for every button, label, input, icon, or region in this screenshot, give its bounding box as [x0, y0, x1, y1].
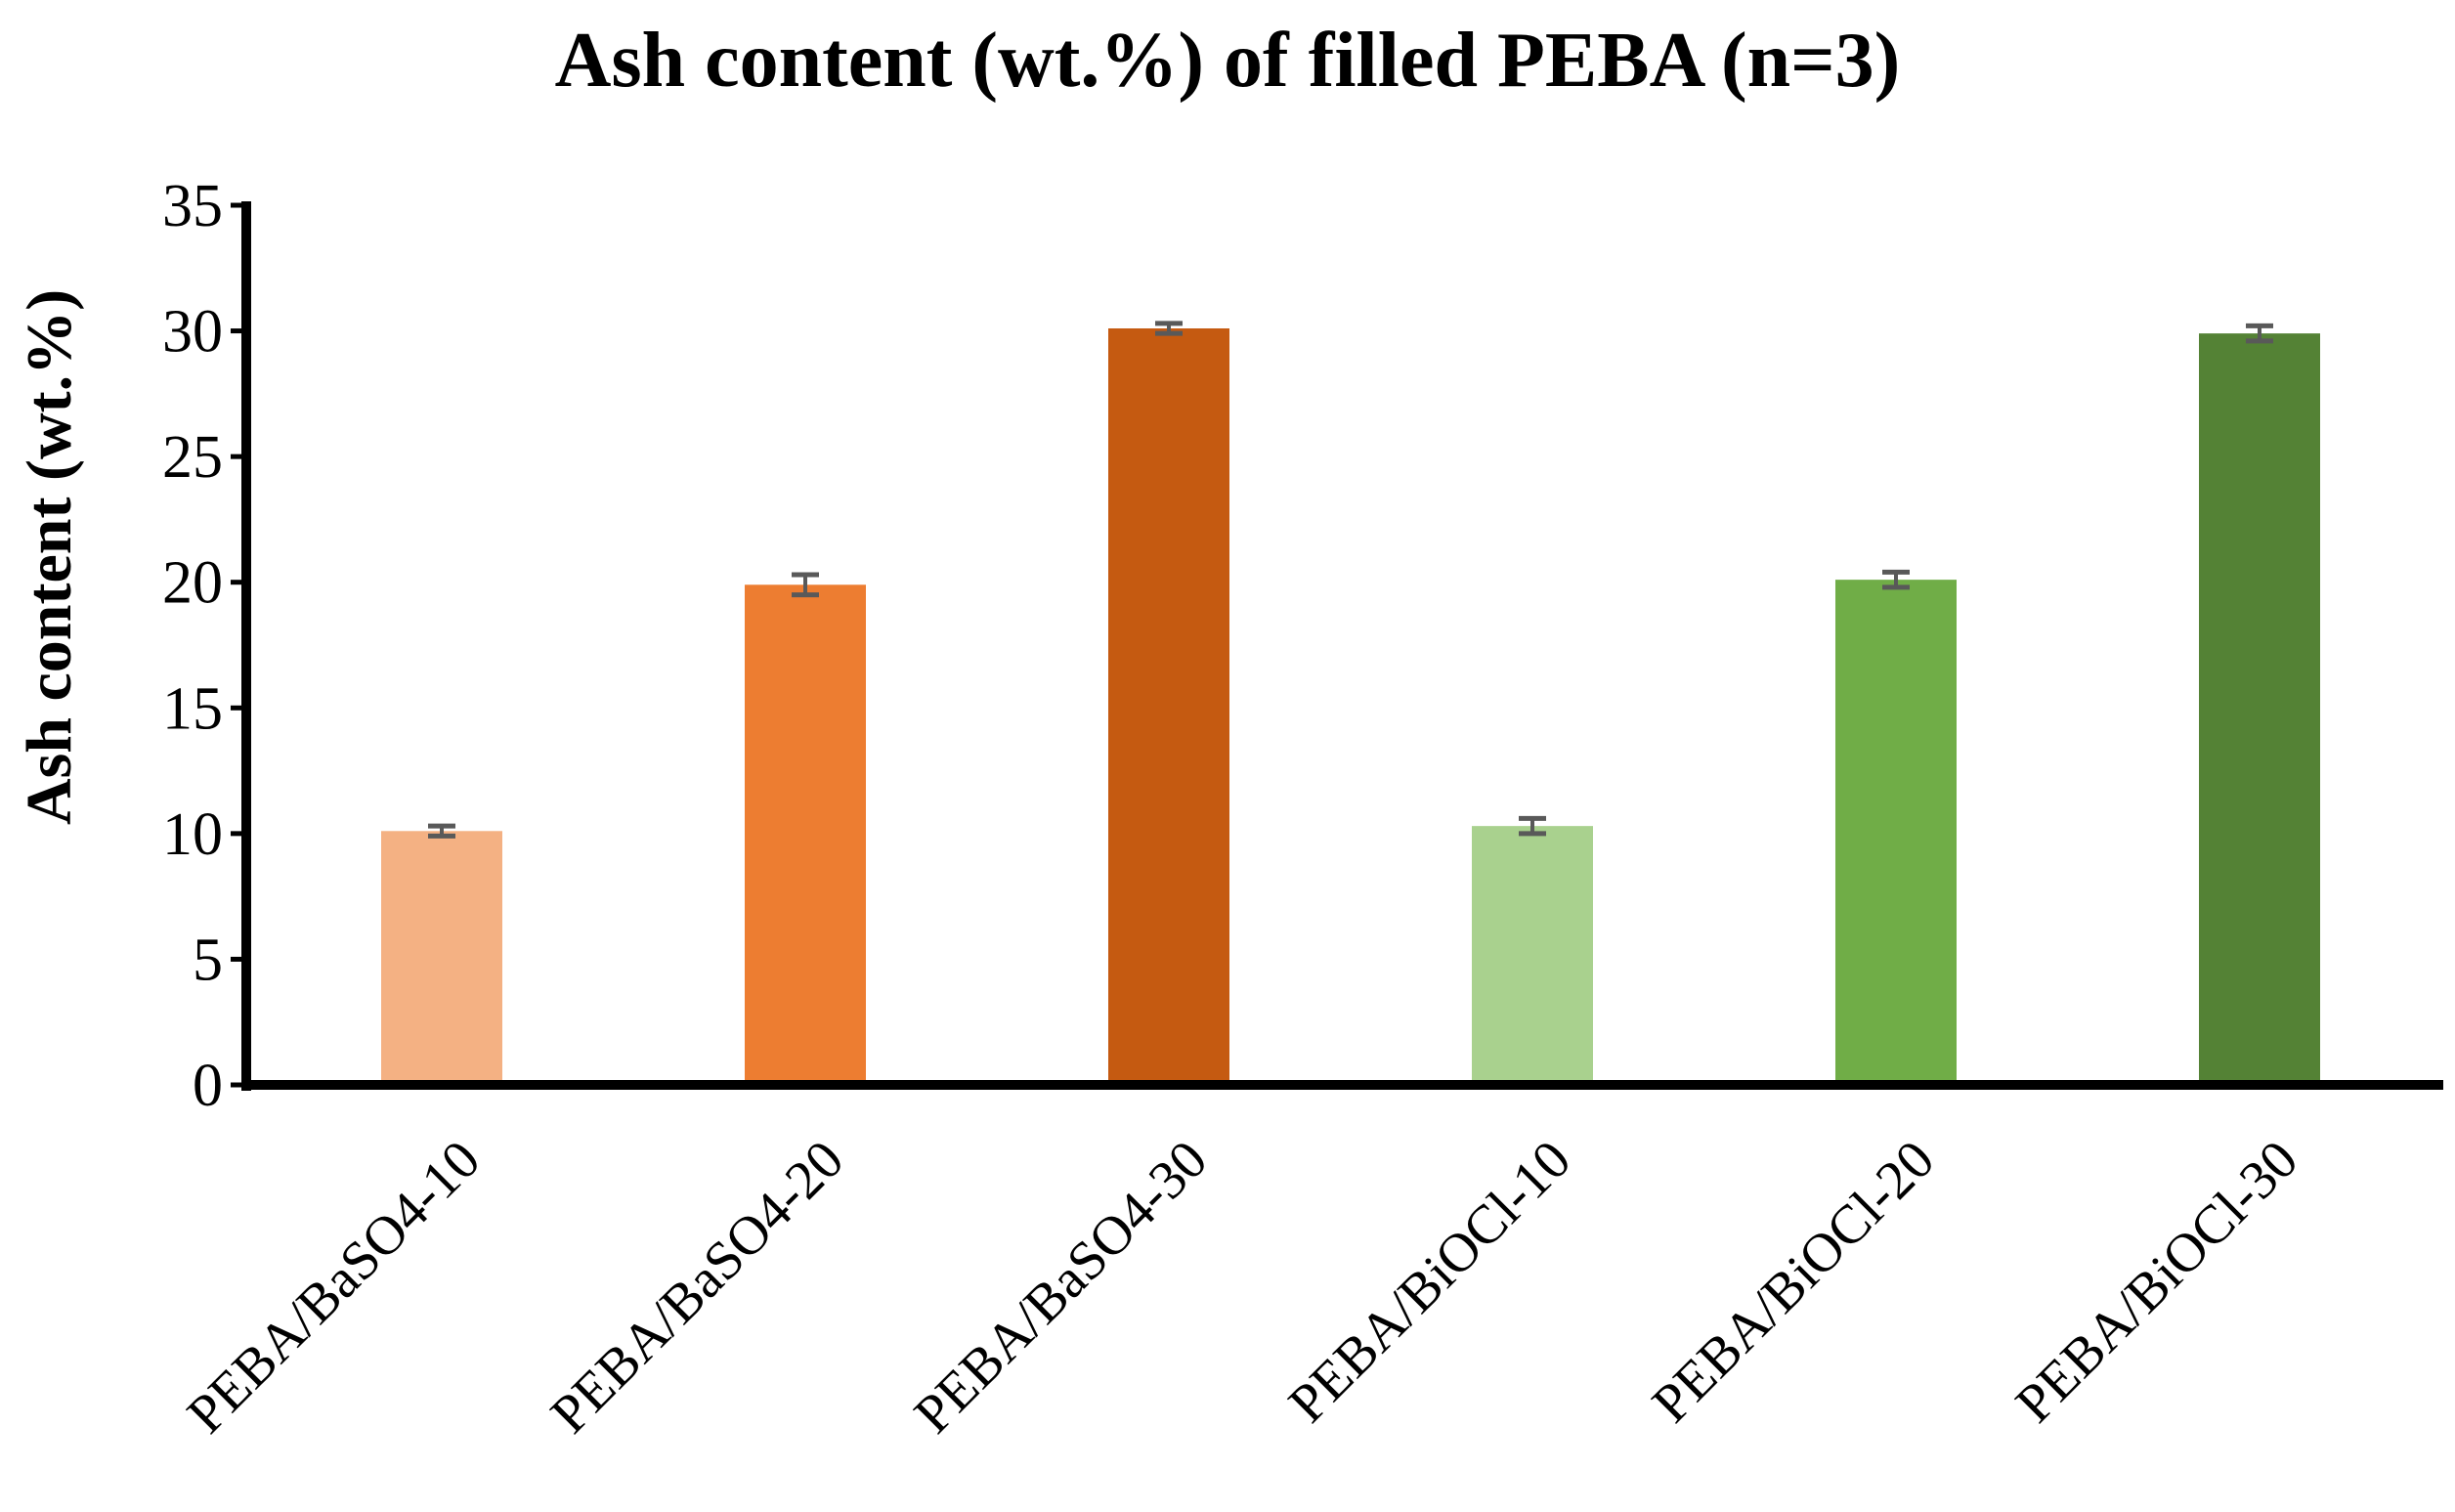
y-tick-label: 25 — [162, 424, 223, 491]
y-tick-label: 35 — [162, 173, 223, 239]
bar-peba-biocl-20 — [1835, 580, 1957, 1085]
x-tick-label: PEBA/BaSO4-10 — [176, 1129, 492, 1445]
x-labels-layer: PEBA/BaSO4-10 PEBA/BaSO4-20 PEBA/BaSO4-30 P… — [176, 1129, 2309, 1445]
chart-title: Ash content (wt.%) of filled PEBA (n=3) — [555, 18, 1901, 104]
y-axis-label: Ash content (wt.%) — [14, 289, 85, 825]
bars-layer — [381, 328, 2320, 1086]
x-tick-label: PEBA/BaSO4-20 — [539, 1129, 855, 1445]
y-tick-label: 30 — [162, 299, 223, 366]
y-tick-label: 20 — [162, 550, 223, 617]
y-ticks-layer: 0 5 10 15 20 25 30 35 — [162, 173, 246, 1119]
x-tick-label: PEBA/BaSO4-30 — [903, 1129, 1219, 1445]
error-bars-layer — [428, 321, 2273, 839]
bar-peba-biocl-30 — [2199, 333, 2320, 1086]
y-tick-label: 0 — [193, 1053, 223, 1119]
x-tick-label: PEBA/BiOCl-30 — [2004, 1129, 2309, 1434]
bar-peba-biocl-10 — [1472, 826, 1593, 1085]
bar-peba-baso4-10 — [381, 831, 502, 1085]
y-tick-label: 10 — [162, 801, 223, 868]
bar-peba-baso4-20 — [745, 584, 866, 1085]
bar-peba-baso4-30 — [1108, 328, 1229, 1085]
y-tick-label: 15 — [162, 675, 223, 742]
axes-layer — [241, 201, 2443, 1091]
x-tick-label: PEBA/BiOCl-20 — [1641, 1129, 1946, 1434]
x-tick-label: PEBA/BiOCl-10 — [1277, 1129, 1582, 1434]
y-tick-label: 5 — [193, 927, 223, 993]
